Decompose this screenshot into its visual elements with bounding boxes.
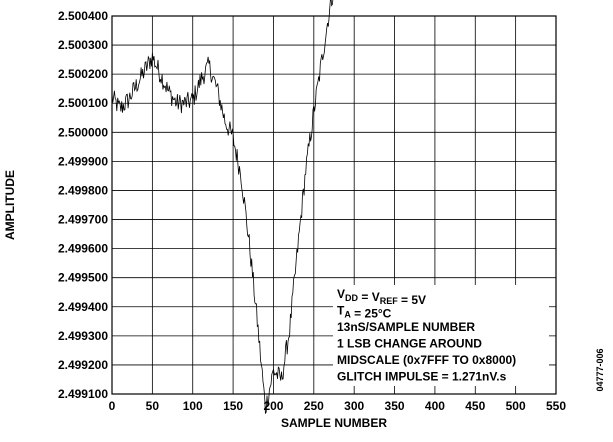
x-tick-label: 350 (385, 399, 405, 413)
x-tick-label: 50 (146, 399, 160, 413)
y-tick-label: 2.499300 (58, 329, 108, 343)
x-tick-label: 0 (109, 399, 116, 413)
plot-frame (111, 15, 557, 395)
annotation-line: 1 LSB CHANGE AROUND (337, 337, 482, 351)
figure-id: 04777-006 (595, 348, 605, 391)
annotation-line: TA = 25°C (337, 304, 392, 321)
x-tick-label: 550 (546, 399, 566, 413)
y-tick-label: 2.499500 (58, 271, 108, 285)
y-tick-label: 2.500300 (58, 38, 108, 52)
x-tick-label: 250 (304, 399, 324, 413)
y-tick-label: 2.500100 (58, 96, 108, 110)
x-axis-label: SAMPLE NUMBER (281, 416, 387, 430)
y-tick-label: 2.500400 (58, 9, 108, 23)
annotation-line: MIDSCALE (0x7FFF TO 0x8000) (337, 353, 516, 367)
x-tick-label: 400 (425, 399, 445, 413)
x-tick-labels: 0 50 100 150 200 250 300 350 400 450 500 550 (109, 399, 567, 413)
y-tick-label: 2.499200 (58, 358, 108, 372)
y-tick-label: 2.499900 (58, 154, 108, 168)
x-tick-label: 100 (183, 399, 203, 413)
annotation-line: GLITCH IMPULSE = 1.271nV.s (337, 370, 507, 384)
series-line (111, 0, 334, 415)
y-tick-label: 2.500200 (58, 67, 108, 81)
x-tick-label: 300 (344, 399, 364, 413)
y-tick-label: 2.499600 (58, 242, 108, 256)
y-tick-label: 2.499400 (58, 300, 108, 314)
y-axis-label: AMPLITUDE (3, 170, 17, 240)
y-tick-label: 2.499800 (58, 183, 108, 197)
annotation-box (333, 285, 549, 386)
y-tick-label: 2.500000 (58, 125, 108, 139)
y-tick-label: 2.499100 (58, 387, 108, 401)
x-tick-label: 500 (506, 399, 526, 413)
y-tick-labels: 2.499100 2.499200 2.499300 2.499400 2.499500… (58, 9, 108, 401)
y-tick-label: 2.499700 (58, 213, 108, 227)
annotation-line: VDD = VREF = 5V (337, 287, 426, 307)
annotation-line: 13nS/SAMPLE NUMBER (337, 320, 475, 334)
x-tick-label: 450 (465, 399, 485, 413)
x-tick-label: 150 (223, 399, 243, 413)
